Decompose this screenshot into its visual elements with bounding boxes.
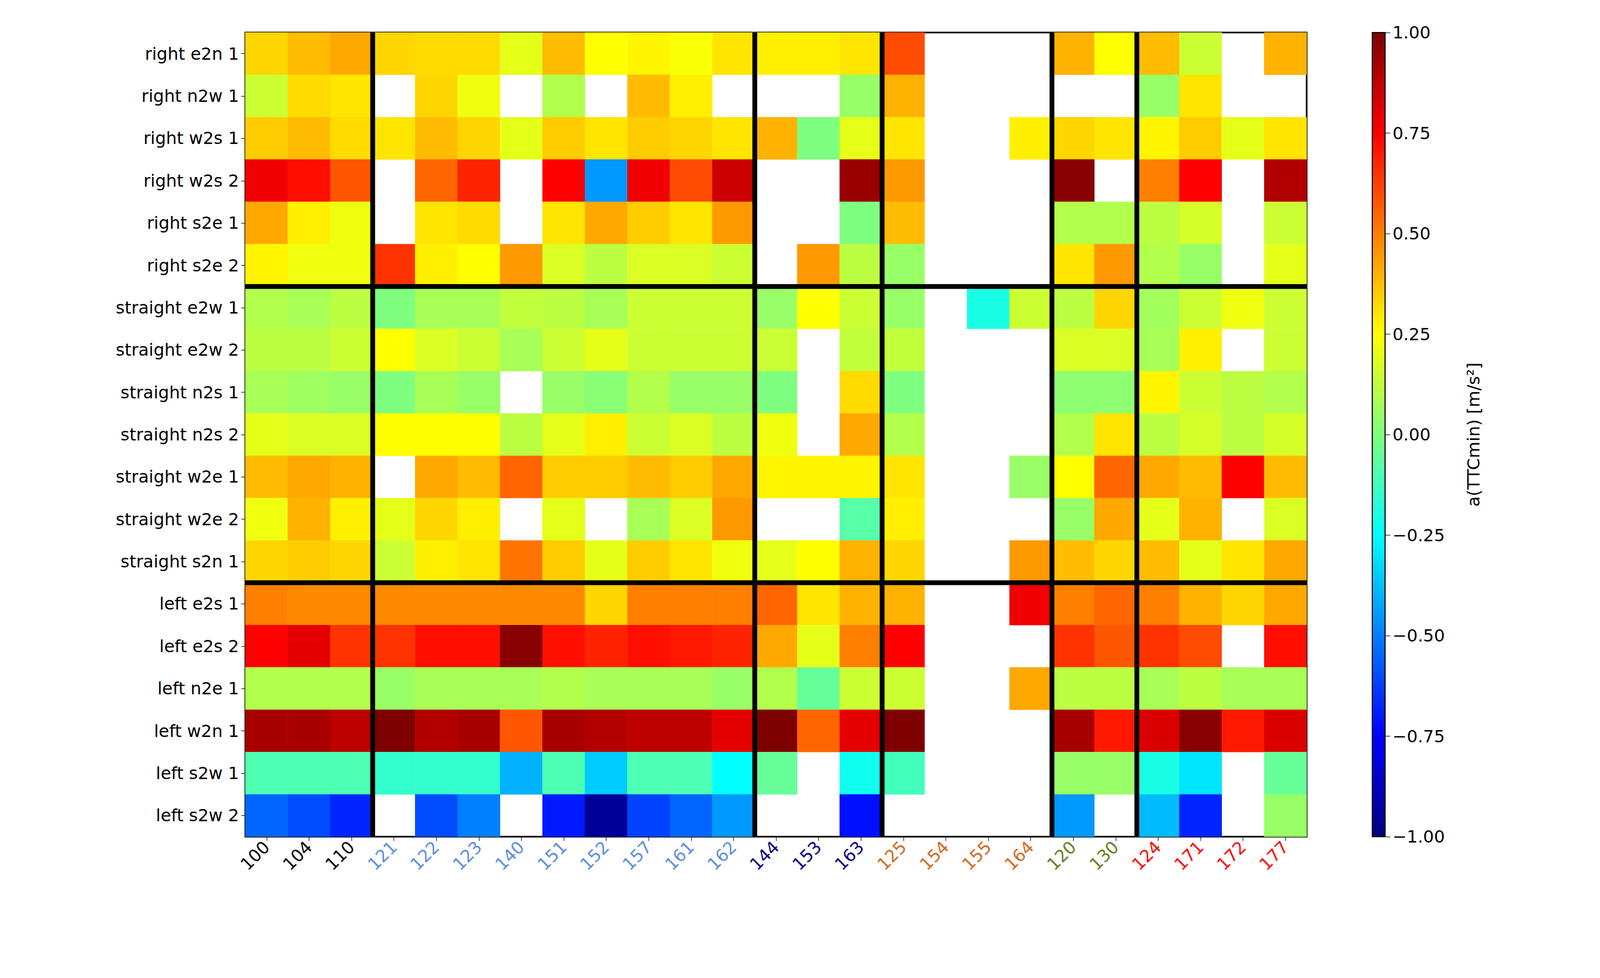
svg-text:152: 152 [576, 837, 614, 875]
svg-text:−0.25: −0.25 [1392, 525, 1445, 546]
svg-text:a(TTCmin) [m/s²]: a(TTCmin) [m/s²] [1463, 362, 1484, 508]
svg-text:172: 172 [1212, 837, 1251, 875]
svg-text:0.50: 0.50 [1392, 223, 1431, 244]
svg-text:121: 121 [363, 837, 402, 875]
svg-text:0.25: 0.25 [1392, 324, 1431, 345]
svg-text:144: 144 [745, 837, 783, 875]
svg-text:124: 124 [1128, 837, 1166, 875]
svg-text:left e2s 2: left e2s 2 [159, 636, 239, 657]
svg-text:130: 130 [1085, 837, 1123, 875]
svg-text:left s2w 1: left s2w 1 [155, 763, 239, 784]
svg-text:140: 140 [491, 837, 529, 875]
svg-text:right w2s 1: right w2s 1 [143, 128, 239, 149]
svg-text:straight n2s 1: straight n2s 1 [120, 382, 239, 403]
svg-text:104: 104 [278, 837, 317, 875]
svg-text:right n2w 1: right n2w 1 [141, 85, 239, 107]
svg-text:123: 123 [448, 837, 486, 875]
svg-text:0.75: 0.75 [1392, 123, 1431, 144]
svg-text:153: 153 [788, 837, 826, 875]
svg-text:110: 110 [321, 837, 359, 875]
svg-text:151: 151 [533, 837, 571, 875]
svg-text:right s2e 2: right s2e 2 [146, 255, 239, 276]
svg-text:163: 163 [830, 837, 869, 875]
svg-text:right w2s 2: right w2s 2 [143, 170, 239, 191]
svg-text:155: 155 [957, 837, 996, 875]
svg-text:154: 154 [915, 837, 954, 875]
svg-text:straight w2e 2: straight w2e 2 [115, 509, 239, 530]
svg-text:125: 125 [873, 837, 911, 875]
svg-text:162: 162 [703, 837, 741, 875]
svg-text:−0.50: −0.50 [1392, 625, 1445, 646]
svg-text:left n2e 1: left n2e 1 [157, 678, 239, 699]
svg-text:right s2e 1: right s2e 1 [146, 212, 239, 234]
svg-text:left s2w 2: left s2w 2 [155, 805, 239, 826]
svg-text:171: 171 [1170, 837, 1208, 875]
svg-text:straight e2w 2: straight e2w 2 [115, 339, 239, 360]
svg-text:straight s2n 1: straight s2n 1 [120, 551, 239, 572]
svg-text:straight e2w 1: straight e2w 1 [115, 297, 239, 318]
svg-text:straight w2e 1: straight w2e 1 [115, 466, 239, 487]
svg-text:−0.75: −0.75 [1392, 726, 1445, 747]
svg-text:122: 122 [406, 837, 444, 875]
svg-text:−1.00: −1.00 [1392, 826, 1445, 847]
svg-text:straight n2s 2: straight n2s 2 [120, 424, 239, 445]
svg-text:164: 164 [1000, 837, 1038, 875]
svg-text:0.00: 0.00 [1392, 424, 1431, 445]
svg-text:177: 177 [1255, 837, 1293, 875]
svg-text:right e2n 1: right e2n 1 [145, 43, 239, 64]
svg-text:left e2s 1: left e2s 1 [159, 593, 239, 614]
svg-text:100: 100 [236, 837, 274, 875]
svg-text:1.00: 1.00 [1392, 22, 1431, 43]
svg-text:left w2n 1: left w2n 1 [154, 721, 239, 742]
svg-text:120: 120 [1043, 837, 1081, 875]
svg-text:161: 161 [660, 837, 699, 875]
svg-text:157: 157 [618, 837, 656, 875]
